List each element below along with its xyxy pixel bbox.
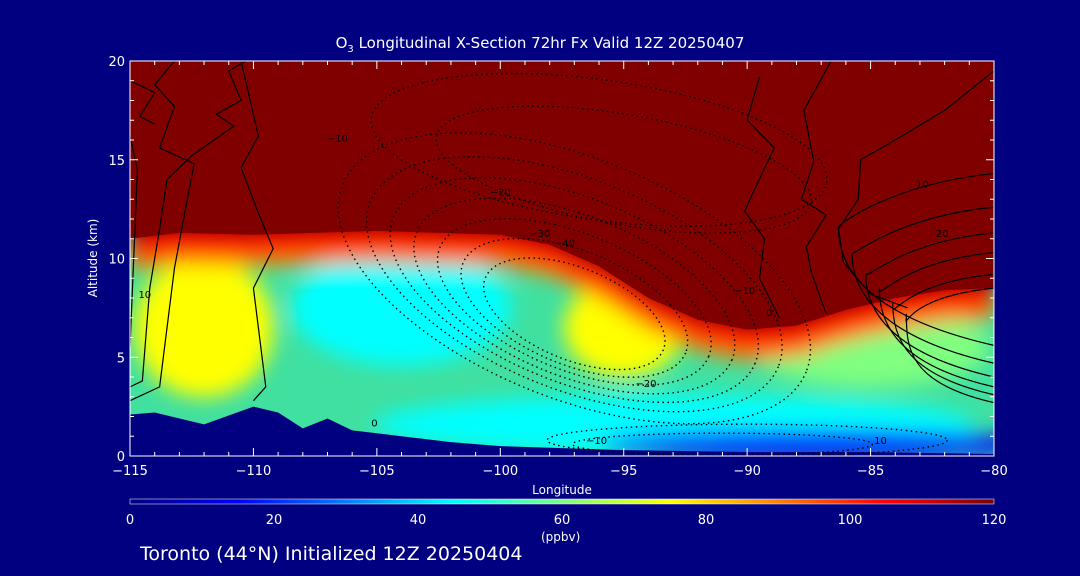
colorbar-bar — [129, 498, 995, 505]
positive-contour — [800, 61, 832, 315]
negative-contour — [337, 132, 812, 425]
contour-lines — [130, 61, 994, 456]
contour-label: −10 — [327, 134, 348, 145]
negative-contour — [546, 423, 948, 456]
x-axis: −115 −110 −105 −100 −95 −90 −85 −80 — [112, 61, 1008, 479]
x-tick-label: −95 — [610, 464, 637, 479]
negative-contour — [436, 218, 712, 386]
footer-caption: Toronto (44°N) Initialized 12Z 20250404 — [140, 543, 523, 565]
positive-contour — [905, 287, 994, 404]
contour-label: −30 — [529, 229, 550, 240]
contour-label: 0 — [766, 308, 772, 319]
terrain — [130, 406, 994, 456]
surface-band — [601, 430, 994, 456]
colorbar-tick-label: 120 — [982, 513, 1007, 528]
y-axis-label: Altitude (km) — [86, 219, 100, 298]
west-band — [134, 257, 275, 398]
negative-contour — [365, 155, 783, 413]
plot-area: −10 −20 −30 −40 −20 −10 −10 0 0 10 10 20 10 — [129, 60, 995, 457]
x-tick-label: −100 — [482, 464, 518, 479]
contour-label: −20 — [490, 187, 511, 198]
x-tick-label: −110 — [236, 464, 272, 479]
colorbar-tick-label: 40 — [410, 513, 427, 528]
negative-contour — [460, 237, 689, 378]
y-tick-label: 15 — [108, 154, 125, 169]
positive-contour — [865, 232, 994, 378]
contour-label: −10 — [586, 436, 607, 447]
colorbar-label: (ppbv) — [541, 530, 581, 544]
colorbar-tick-label: 100 — [838, 513, 863, 528]
positive-contour — [130, 80, 156, 125]
contour-label: −20 — [635, 379, 656, 390]
contour-label: −10 — [734, 286, 755, 297]
x-axis-label: Longitude — [532, 483, 592, 497]
contour-labels: −10 −20 −30 −40 −20 −10 −10 0 0 10 10 20 10 — [138, 134, 948, 447]
y-tick-label: 5 — [117, 351, 125, 366]
positive-contour — [743, 76, 780, 319]
colorbar-tick-label: 60 — [554, 513, 571, 528]
contour-label: 20 — [936, 229, 949, 240]
positive-contour — [240, 61, 274, 402]
stratospheric-ozone — [130, 61, 994, 330]
y-tick-label: 20 — [108, 55, 125, 70]
x-tick-label: −90 — [733, 464, 760, 479]
positive-contour — [851, 206, 994, 364]
contour-label: 10 — [916, 179, 929, 190]
x-tick-label: −80 — [980, 464, 1007, 479]
x-tick-label: −115 — [112, 464, 148, 479]
low-ozone-core-inner — [361, 289, 442, 334]
positive-contour — [892, 273, 994, 396]
y-axis: 0 5 10 15 20 — [108, 55, 994, 465]
colorbar-tick-label: 20 — [266, 513, 283, 528]
contour-label: −40 — [554, 239, 575, 250]
positive-contour — [837, 172, 994, 346]
positive-contour — [130, 61, 247, 388]
y-tick-label: 0 — [117, 450, 125, 465]
chart-title: O3 Longitudinal X-Section 72hr Fx Valid … — [335, 34, 745, 55]
x-tick-label: −105 — [359, 464, 395, 479]
contour-label: 10 — [138, 290, 151, 301]
colorbar-tick-label: 80 — [698, 513, 715, 528]
colorbar-tick-label: 0 — [126, 513, 134, 528]
positive-contour — [130, 61, 195, 402]
negative-contour — [435, 105, 812, 234]
x-tick-label: −85 — [857, 464, 884, 479]
contour-label: 10 — [874, 436, 887, 447]
negative-contour — [413, 197, 736, 395]
positive-contour — [130, 135, 139, 348]
negative-contour — [482, 257, 666, 371]
negative-contour — [389, 177, 760, 404]
negative-contour — [370, 72, 828, 227]
positive-contour — [878, 251, 994, 388]
contour-label: 0 — [371, 418, 377, 429]
colorbar: 0 20 40 60 80 100 120 — [126, 498, 1007, 528]
y-tick-label: 10 — [108, 253, 125, 268]
